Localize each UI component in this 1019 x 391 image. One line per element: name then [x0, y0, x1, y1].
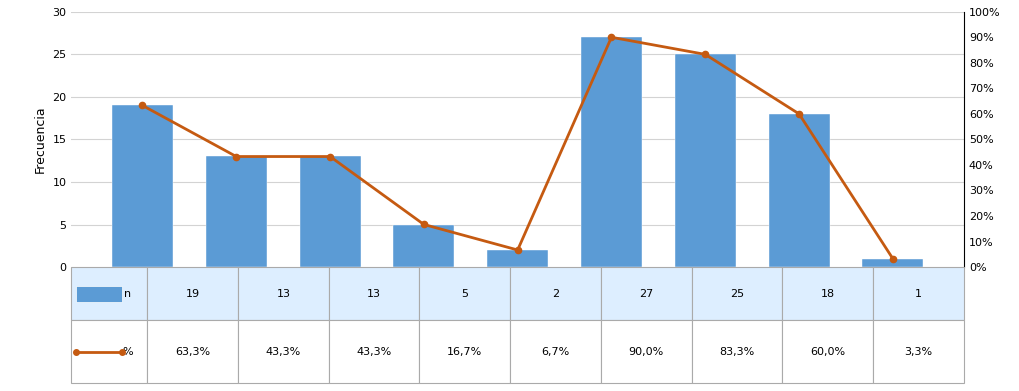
Text: 2: 2 — [551, 289, 558, 299]
Bar — [691, 321, 782, 383]
Text: 16,7%: 16,7% — [446, 347, 482, 357]
Bar — [393, 224, 453, 267]
Bar — [328, 321, 419, 383]
Text: 25: 25 — [730, 289, 744, 299]
Bar — [600, 267, 691, 321]
Text: 43,3%: 43,3% — [356, 347, 391, 357]
Bar — [510, 267, 600, 321]
Text: 3,3%: 3,3% — [904, 347, 931, 357]
Text: 5: 5 — [461, 289, 468, 299]
Text: 83,3%: 83,3% — [718, 347, 754, 357]
Text: 18: 18 — [820, 289, 834, 299]
Bar — [237, 321, 328, 383]
Bar — [782, 321, 872, 383]
Bar — [71, 267, 147, 321]
Bar — [112, 105, 173, 267]
Bar — [147, 267, 237, 321]
Text: %: % — [122, 347, 132, 357]
Bar — [767, 114, 828, 267]
Bar — [675, 54, 735, 267]
Y-axis label: Frecuencia: Frecuencia — [34, 106, 47, 173]
Text: 63,3%: 63,3% — [175, 347, 210, 357]
Bar — [206, 156, 267, 267]
Bar — [419, 267, 510, 321]
Text: 90,0%: 90,0% — [628, 347, 663, 357]
Text: 43,3%: 43,3% — [266, 347, 301, 357]
Text: 19: 19 — [185, 289, 200, 299]
Bar — [581, 37, 641, 267]
Bar — [872, 267, 963, 321]
Text: Rx Proyección AP: Rx Proyección AP — [281, 339, 378, 349]
Bar — [147, 321, 237, 383]
Text: 13: 13 — [367, 289, 381, 299]
Bar — [419, 321, 510, 383]
Text: n: n — [124, 289, 131, 299]
Bar — [300, 156, 360, 267]
Text: 60,0%: 60,0% — [809, 347, 845, 357]
Text: 13: 13 — [276, 289, 290, 299]
Bar — [872, 321, 963, 383]
Bar — [71, 321, 147, 383]
Text: 1: 1 — [914, 289, 921, 299]
Bar — [600, 321, 691, 383]
Text: Rx Proyección lateral: Rx Proyección lateral — [693, 339, 810, 349]
Bar — [328, 267, 419, 321]
Text: 27: 27 — [639, 289, 653, 299]
Bar — [782, 267, 872, 321]
Bar — [691, 267, 782, 321]
Bar — [487, 250, 547, 267]
Bar — [510, 321, 600, 383]
Bar — [861, 258, 922, 267]
Text: 6,7%: 6,7% — [541, 347, 570, 357]
FancyBboxPatch shape — [75, 286, 122, 302]
Bar — [237, 267, 328, 321]
